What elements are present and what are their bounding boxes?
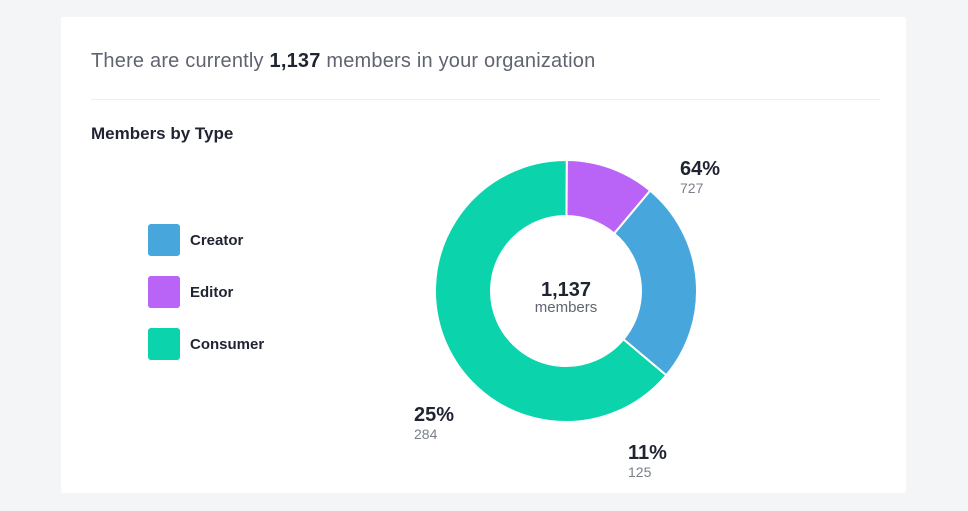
legend-label-consumer: Consumer	[190, 335, 265, 353]
legend-swatch-editor	[148, 276, 180, 308]
slice-percent-consumer: 64%	[680, 158, 720, 180]
slice-count-creator: 284	[414, 426, 438, 442]
donut-slice-creator	[612, 189, 698, 377]
slice-count-editor: 125	[628, 464, 652, 480]
center-value: 1,137	[541, 279, 591, 301]
legend-item-creator: Creator	[148, 224, 243, 256]
legend-item-consumer: Consumer	[148, 328, 264, 360]
legend-swatch-creator	[148, 224, 180, 256]
section-title: Members by Type	[91, 124, 234, 143]
legend-item-editor: Editor	[148, 276, 233, 308]
donut-slices	[434, 158, 698, 423]
divider	[91, 99, 880, 100]
legend-label-creator: Creator	[190, 231, 244, 249]
summary-suffix: members in your organization	[326, 50, 596, 72]
legend-swatch-consumer	[148, 328, 180, 360]
slice-percent-creator: 25%	[414, 404, 454, 426]
center-label: members	[535, 299, 598, 316]
slice-count-consumer: 727	[680, 180, 704, 196]
members-summary: There are currently 1,137 members in you…	[91, 50, 595, 73]
donut-slice-consumer	[434, 159, 668, 423]
member-count: 1,137	[269, 50, 321, 72]
slice-percent-editor: 11%	[628, 442, 667, 464]
summary-prefix: There are currently	[91, 50, 264, 72]
members-card: There are currently 1,137 members in you…	[61, 17, 906, 493]
legend-label-editor: Editor	[190, 283, 234, 301]
